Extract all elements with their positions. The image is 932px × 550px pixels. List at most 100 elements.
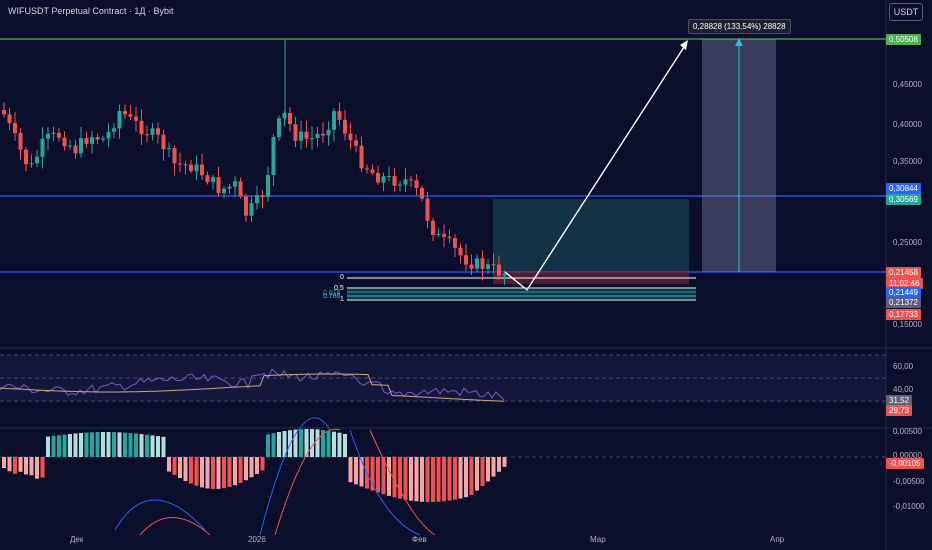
candle-body	[128, 114, 133, 117]
macd-histogram-bar	[387, 457, 391, 496]
candle-body	[90, 137, 94, 144]
candle-body	[359, 145, 364, 169]
rsi-line	[0, 368, 505, 401]
candle-body	[486, 264, 490, 269]
candle-body	[183, 164, 188, 166]
candle-body	[101, 138, 105, 140]
macd-histogram-bar	[453, 457, 457, 500]
macd-histogram-bar	[101, 432, 105, 457]
macd-histogram-bar	[321, 429, 325, 457]
macd-histogram-bar	[304, 429, 309, 457]
macd-histogram-bar	[35, 457, 39, 479]
candle-body	[222, 188, 226, 194]
fib-label-0618: 0.618	[323, 290, 341, 297]
candle-body	[255, 195, 259, 204]
macd-histogram-bar	[403, 457, 408, 500]
macd-signal-line	[259, 417, 331, 536]
macd-histogram-bar	[227, 457, 232, 487]
macd-histogram-bar	[392, 457, 397, 498]
resistance-bottom-tag: 0,30569	[886, 194, 921, 205]
macd-histogram-bar	[150, 435, 155, 457]
candle-body	[392, 175, 397, 186]
candle-body	[502, 273, 507, 276]
position-profit-zone[interactable]	[493, 199, 689, 272]
candle-body	[233, 181, 237, 187]
macd-tick: -0,00500	[893, 477, 925, 486]
candle-body	[167, 148, 171, 150]
price-tick: 0,15000	[893, 320, 922, 329]
price-tick: 0,45000	[893, 80, 922, 89]
time-tick: Дек	[70, 535, 84, 544]
macd-histogram-bar	[370, 457, 375, 491]
macd-histogram-bar	[222, 457, 226, 489]
level-a-tag: 0,21449	[886, 287, 921, 298]
macd-histogram-bar	[51, 435, 56, 457]
candle-body	[464, 255, 468, 265]
candle-body	[24, 149, 28, 165]
macd-histogram-bar	[79, 432, 83, 457]
macd-histogram-bar	[24, 457, 28, 475]
macd-histogram-bar	[332, 431, 336, 457]
candle-body	[194, 164, 199, 172]
candle-body	[178, 163, 182, 165]
macd-histogram-bar	[62, 434, 67, 457]
macd-histogram-bar	[343, 433, 347, 457]
macd-histogram-bar	[359, 457, 364, 487]
macd-indicator	[2, 417, 507, 536]
candle-body	[79, 138, 83, 154]
candle-body	[123, 110, 127, 115]
macd-histogram-bar	[13, 457, 17, 474]
time-tick: Фев	[412, 535, 427, 544]
macd-histogram-bar	[293, 429, 298, 457]
candle-body	[480, 258, 485, 269]
macd-histogram-bar	[491, 457, 496, 477]
candle-body	[40, 138, 45, 157]
candle-body	[260, 195, 265, 198]
stop-price-tag: 0,17733	[886, 309, 921, 320]
macd-histogram-bar	[502, 457, 507, 467]
fib-retracement[interactable]	[347, 277, 696, 301]
macd-histogram-bar	[354, 457, 358, 485]
macd-histogram-bar	[112, 432, 116, 457]
candle-body	[332, 111, 336, 130]
price-tick: 0,25000	[893, 238, 922, 247]
macd-histogram-bar	[277, 432, 281, 457]
macd-histogram-bar	[326, 430, 331, 457]
macd-signal-line	[369, 429, 436, 536]
time-tick: Апр	[770, 535, 785, 544]
candle-body	[469, 264, 474, 269]
candle-body	[46, 133, 50, 139]
candle-body	[2, 110, 6, 115]
fib-label-0786: 0.786	[323, 293, 341, 300]
macd-histogram-bar	[167, 457, 171, 472]
macd-histogram-bar	[480, 457, 485, 487]
macd-histogram-bar	[431, 457, 435, 502]
macd-histogram-bar	[172, 457, 177, 475]
candle-body	[453, 238, 457, 248]
macd-histogram-bar	[497, 457, 501, 472]
candle-body	[414, 180, 419, 189]
macd-histogram-bar	[117, 432, 122, 457]
candle-body	[310, 138, 314, 140]
macd-histogram-bar	[469, 457, 474, 495]
candle-body	[293, 124, 298, 141]
price-tick: 0,35000	[893, 157, 922, 166]
candle-body	[431, 220, 435, 236]
candle-body	[381, 176, 386, 183]
candle-body	[139, 120, 144, 135]
candle-body	[436, 233, 441, 236]
macd-histogram-bar	[18, 457, 23, 472]
time-tick: Мар	[590, 535, 606, 544]
currency-selector-button[interactable]: USDT	[889, 3, 923, 21]
time-tick: 2026	[248, 535, 266, 544]
candle-body	[442, 233, 446, 237]
macd-histogram-bar	[425, 457, 430, 502]
macd-histogram-bar	[57, 435, 61, 457]
macd-value-tag: -0,00105	[886, 458, 924, 469]
macd-histogram-bar	[233, 457, 237, 486]
rsi-ma-value-tag: 29,73	[886, 405, 913, 416]
candlestick-series[interactable]	[2, 40, 507, 285]
candle-body	[57, 132, 61, 138]
macd-histogram-bar	[348, 457, 353, 483]
